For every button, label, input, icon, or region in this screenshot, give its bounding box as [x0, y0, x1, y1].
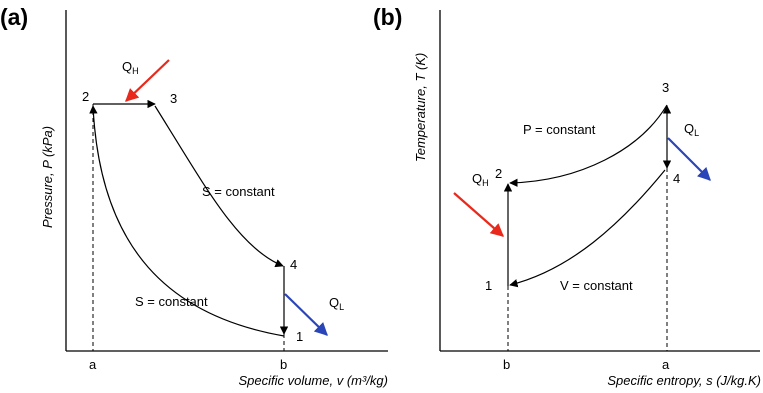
panel-b-point-4: 4: [673, 171, 680, 186]
panel-a-process-3-4: [154, 105, 284, 268]
panel-a-heat-in-label: QH: [122, 59, 139, 76]
panel-a-point-2: 2: [82, 89, 89, 104]
panel-b-tick-a: a: [662, 357, 670, 372]
panel-b-heat-out-label: QL: [684, 121, 699, 138]
panel-a-point-4: 4: [290, 257, 297, 272]
panel-a-label-isentropic-upper: S = constant: [202, 184, 275, 199]
panel-a-heat-in-arrow: [125, 59, 170, 102]
panel-b-point-3: 3: [662, 80, 669, 95]
panel-a-tick-b: b: [280, 357, 287, 372]
panel-a-process-1-2: [89, 105, 285, 337]
panel-b-y-axis-title: Temperature, T (K): [413, 53, 428, 162]
panel-a-label-isentropic-lower: S = constant: [135, 294, 208, 309]
panel-a-y-axis-title: Pressure, P (kPa): [40, 126, 55, 228]
panel-b-x-axis-title: Specific entropy, s (J/kg.K): [607, 373, 761, 388]
panel-b-point-2: 2: [495, 166, 502, 181]
panel-b-heat-out-arrow: [667, 137, 711, 181]
panel-b-point-1: 1: [485, 278, 492, 293]
panel-a-heat-out-label: QL: [329, 295, 344, 312]
panel-a-point-1: 1: [296, 329, 303, 344]
panel-a: (a) Pressure, P (kPa) Specific volume, v…: [0, 4, 388, 388]
panel-b-label-isochoric: V = constant: [560, 278, 633, 293]
panel-b-letter: (b): [373, 4, 402, 30]
panel-a-letter: (a): [0, 4, 28, 30]
panel-a-point-3: 3: [170, 91, 177, 106]
panel-a-tick-a: a: [89, 357, 97, 372]
panel-b-process-3-2: [509, 104, 668, 187]
panel-b-tick-b: b: [503, 357, 510, 372]
panel-b: (b) Temperature, T (K) Specific entropy,…: [373, 4, 761, 388]
panel-b-label-isobaric: P = constant: [523, 122, 596, 137]
panel-b-heat-in-arrow: [453, 192, 504, 237]
panel-a-heat-out-arrow: [284, 293, 328, 336]
panel-b-process-4-1: [509, 169, 666, 288]
panel-a-x-axis-title: Specific volume, v (m³/kg): [238, 373, 388, 388]
panel-b-heat-in-label: QH: [472, 171, 489, 188]
